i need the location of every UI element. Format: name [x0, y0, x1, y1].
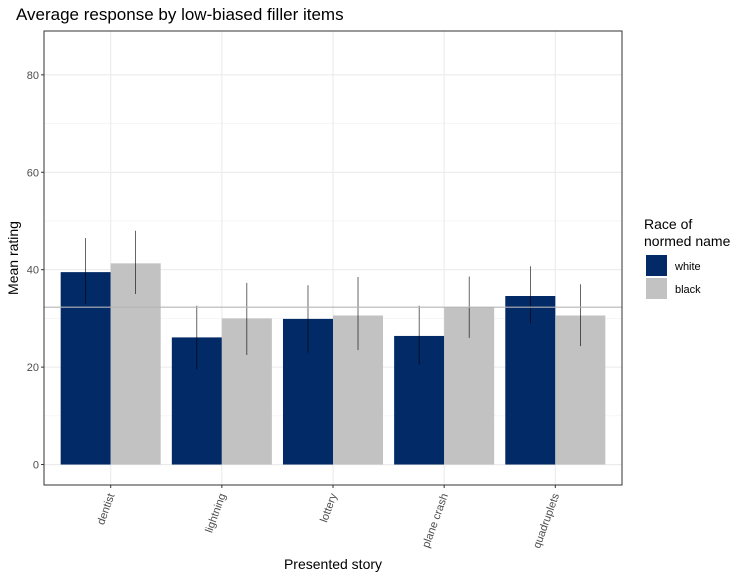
legend-swatch-black	[646, 278, 667, 299]
legend-label-white: white	[674, 261, 701, 273]
legend-swatch-white	[646, 255, 667, 276]
bar-white-quadruplets	[505, 295, 556, 465]
x-tick-label: plane crash	[420, 492, 451, 550]
bars	[60, 263, 606, 465]
chart-title: Average response by low-biased filler it…	[16, 5, 344, 24]
x-axis: dentist lightning lottery plane crash quadru…	[95, 485, 562, 550]
y-tick-label: 20	[27, 362, 39, 374]
legend: Race of normed name white black	[644, 216, 731, 299]
y-tick-label: 0	[33, 460, 39, 472]
legend-label-black: black	[675, 284, 701, 296]
x-tick-label: lottery	[318, 491, 340, 524]
y-tick-label: 40	[27, 265, 39, 277]
x-tick-label: quadruplets	[531, 491, 562, 550]
x-axis-title: Presented story	[284, 556, 382, 572]
x-tick-label: lightning	[203, 492, 228, 535]
y-axis-title: Mean rating	[5, 221, 21, 295]
bar-black-dentist	[110, 263, 161, 465]
error-bars	[85, 230, 581, 370]
y-tick-label: 60	[27, 167, 39, 179]
bar-white-dentist	[60, 272, 111, 465]
y-tick-label: 80	[27, 70, 39, 82]
y-axis: 0 20 40 60 80	[27, 70, 44, 472]
x-tick-label: dentist	[95, 492, 117, 527]
legend-title: Race of normed name	[644, 216, 731, 249]
